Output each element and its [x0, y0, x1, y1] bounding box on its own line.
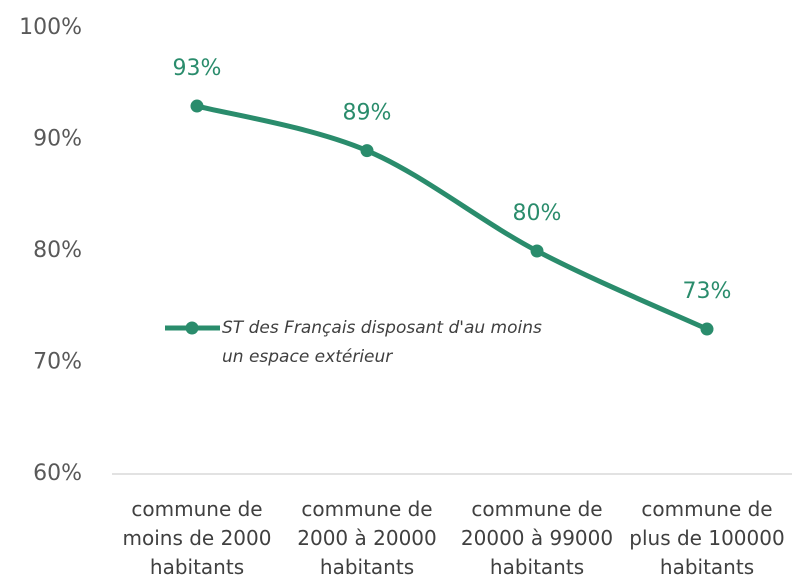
x-tick-label: commune de plus de 100000 habitants	[629, 497, 785, 579]
y-tick-label: 60%	[33, 461, 82, 486]
series-line	[194, 103, 710, 332]
y-tick-label: 70%	[33, 350, 82, 375]
legend-label: ST des Français disposant d'au moins un …	[222, 318, 542, 367]
y-tick-label: 80%	[33, 238, 82, 263]
point-marker	[700, 322, 714, 336]
data-label: 89%	[343, 101, 392, 126]
y-tick-label: 100%	[19, 15, 82, 40]
x-tick-label: commune de moins de 2000 habitants	[122, 497, 272, 579]
point-marker	[530, 244, 544, 258]
data-label: 73%	[683, 279, 732, 304]
point-marker	[190, 99, 204, 113]
x-tick-label: commune de 2000 à 20000 habitants	[297, 497, 437, 579]
data-label: 80%	[513, 201, 562, 226]
y-tick-label: 90%	[33, 127, 82, 152]
point-marker	[360, 144, 374, 158]
data-label: 93%	[173, 56, 222, 81]
x-tick-label: commune de 20000 à 99000 habitants	[460, 497, 614, 579]
legend-marker	[185, 321, 199, 335]
